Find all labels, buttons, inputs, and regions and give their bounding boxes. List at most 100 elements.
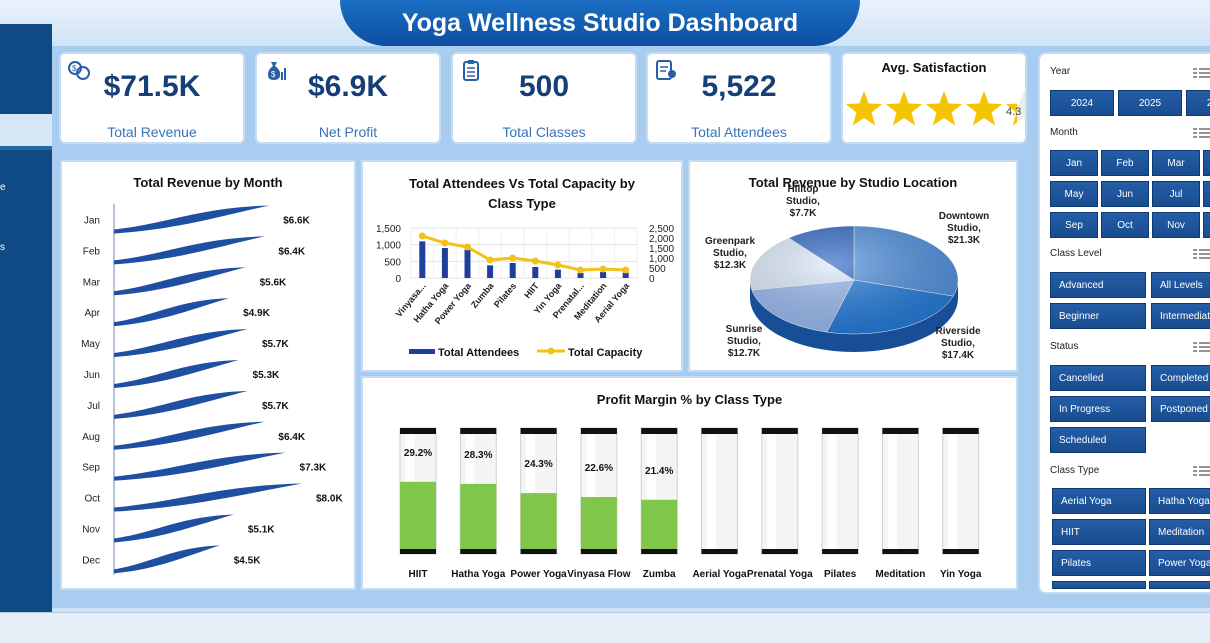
slicer-item-completed[interactable]: Completed: [1151, 365, 1210, 391]
line-point: [531, 257, 539, 265]
bar-cap: [882, 428, 919, 434]
y-tick-label: 1,500: [376, 224, 401, 235]
y2-tick-label: 500: [649, 264, 666, 275]
tick-label: Apr: [84, 308, 100, 319]
profit-margin-chart: 29.2% HIIT 28.3% Hatha Yoga 24.3% Power Yoga 2…: [399, 427, 982, 580]
multi-select-icon[interactable]: [1192, 66, 1210, 80]
bar: [114, 452, 286, 481]
data-label: $6.4K: [278, 432, 305, 443]
multi-select-icon[interactable]: [1192, 247, 1210, 261]
kpi-value: $6.9K: [307, 70, 389, 103]
slicer-title-class-type: Class Type: [1050, 465, 1100, 476]
bar: [464, 249, 471, 278]
slicer-item-oct[interactable]: Oct: [1101, 212, 1149, 238]
star-rating: [845, 91, 1025, 126]
kpi-value: 5,522: [701, 70, 777, 103]
slicer-item-feb[interactable]: Feb: [1101, 150, 1149, 176]
slicer-item-aug[interactable]: [1203, 181, 1210, 207]
attendees-capacity-panel: Total Attendees Vs Total Capacity by Cla…: [361, 160, 683, 372]
slicer-item-2024[interactable]: 2024: [1050, 90, 1114, 116]
star-icon: [1005, 91, 1025, 126]
slicer-item-dec[interactable]: [1203, 212, 1210, 238]
chart-title: Total Attendees Vs Total Capacity by Cla…: [409, 176, 635, 211]
slicer-item-power-yoga[interactable]: Power Yoga: [1149, 550, 1210, 576]
bar-fill: [400, 481, 436, 549]
slicer-item-hatha-yoga[interactable]: Hatha Yoga: [1149, 488, 1210, 514]
kpi-total-revenue: $ $71.5K Total Revenue: [59, 52, 245, 144]
slicer-item-scheduled[interactable]: Scheduled: [1050, 427, 1146, 453]
slicer-title-year: Year: [1050, 66, 1071, 77]
tick-label: Mar: [83, 277, 101, 288]
slicer-item-next[interactable]: [1149, 581, 1210, 589]
multi-select-icon[interactable]: [1192, 340, 1210, 354]
profit-margin-panel: Profit Margin % by Class Type 29.2% HIIT 2…: [361, 376, 1018, 590]
y-tick-label: 0: [395, 274, 401, 285]
nav-divider: [0, 146, 52, 150]
x-tick-label: Pilates: [824, 569, 857, 580]
slicer-item-pilates[interactable]: Pilates: [1052, 550, 1146, 576]
slicer-item-all-levels[interactable]: All Levels: [1151, 272, 1210, 298]
slicer-item-aerial-yoga[interactable]: Aerial Yoga: [1052, 488, 1146, 514]
slicer-item-jun[interactable]: Jun: [1101, 181, 1149, 207]
bar: [114, 359, 239, 388]
data-label: $8.0K: [316, 494, 343, 505]
slicer-item-intermediate[interactable]: Intermediate: [1151, 303, 1210, 329]
slicer-item-advanced[interactable]: Advanced: [1050, 272, 1146, 298]
revenue-by-month-chart: Jan $6.6K Feb $6.4K Mar $5.6K Apr $4.9K May $5.7K…: [81, 204, 343, 575]
line-point: [577, 266, 584, 274]
tick-label: Dec: [82, 555, 100, 566]
attendees-icon: [656, 60, 676, 80]
slicer-item-sep[interactable]: Sep: [1050, 212, 1098, 238]
bar: [114, 205, 270, 234]
bar: [114, 390, 248, 419]
left-navigation: e s: [0, 24, 52, 612]
data-label: Riverside Studio, $17.4K: [935, 326, 980, 361]
slicer-item-in-progress[interactable]: In Progress: [1050, 396, 1146, 422]
slicer-item-next[interactable]: [1052, 581, 1146, 589]
slicer-item-2025[interactable]: 2025: [1118, 90, 1182, 116]
satisfaction-title: Avg. Satisfaction: [881, 60, 987, 75]
nav-item-label[interactable]: s: [0, 242, 5, 253]
bar: [441, 248, 448, 278]
slicer-item-jan[interactable]: Jan: [1050, 150, 1098, 176]
slicer-item-jul[interactable]: Jul: [1152, 181, 1200, 207]
bar: [114, 236, 265, 265]
data-label: $4.9K: [243, 308, 270, 319]
bar-highlight: [887, 428, 897, 554]
bar: [554, 269, 561, 278]
slicer-item-may[interactable]: May: [1050, 181, 1098, 207]
y2-tick-label: 2,000: [649, 234, 674, 245]
kpi-total-classes: 500 Total Classes: [451, 52, 637, 144]
line-point: [441, 239, 449, 247]
nav-selected-item[interactable]: [0, 114, 52, 146]
multi-select-icon[interactable]: [1192, 126, 1210, 140]
satisfaction-value: 4.3: [1006, 106, 1022, 118]
star-icon: [845, 91, 883, 126]
bar-highlight: [827, 428, 837, 554]
slicer-item-hiit[interactable]: HIIT: [1052, 519, 1146, 545]
slicer-item-nov[interactable]: Nov: [1152, 212, 1200, 238]
multi-select-icon[interactable]: [1192, 464, 1210, 478]
slicer-item-apr[interactable]: [1203, 150, 1210, 176]
slicer-item-mar[interactable]: Mar: [1152, 150, 1200, 176]
bar-cap: [580, 549, 617, 554]
nav-item-label[interactable]: e: [0, 182, 6, 193]
x-tick-label: Aerial Yoga: [692, 569, 747, 580]
bar: [419, 241, 426, 278]
bar: [114, 514, 234, 543]
line-point: [599, 265, 607, 273]
data-label: 21.4%: [645, 466, 673, 477]
line-point: [418, 232, 426, 240]
slicer-item-2026[interactable]: 2026: [1186, 90, 1210, 116]
slicer-item-cancelled[interactable]: Cancelled: [1050, 365, 1146, 391]
bar-fill: [580, 497, 617, 549]
tick-label: Nov: [82, 524, 100, 535]
data-label: Hilltop Studio, $7.7K: [786, 184, 820, 219]
clipboard-icon: [463, 60, 479, 81]
data-label: 28.3%: [464, 450, 492, 461]
slicer-item-postponed[interactable]: Postponed: [1151, 396, 1210, 422]
slicer-item-beginner[interactable]: Beginner: [1050, 303, 1146, 329]
x-tick-label: HIIT: [522, 280, 541, 300]
slicer-item-meditation[interactable]: Meditation: [1149, 519, 1210, 545]
slicer-title-month: Month: [1050, 127, 1078, 138]
